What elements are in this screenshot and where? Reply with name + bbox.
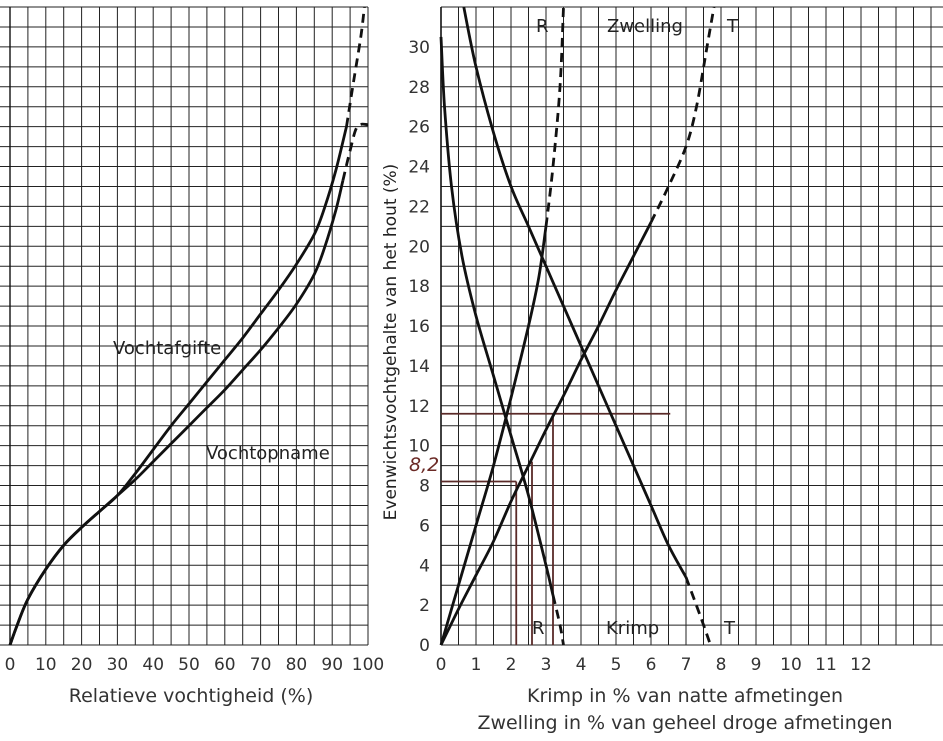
annotation-8-2: 8,2 <box>409 454 439 476</box>
right-x-tick-label: 5 <box>611 655 622 675</box>
right-series-krimp-t-solid <box>462 6 688 578</box>
right-series-krimp-r-solid <box>439 36 555 596</box>
right-y-tick-label: 22 <box>408 197 430 217</box>
right-y-tick-label: 24 <box>408 158 430 178</box>
right-series-zwelling-t-solid <box>439 221 653 646</box>
right-x-tick-label: 3 <box>541 655 552 675</box>
left-series-vochtopname-solid <box>8 180 345 646</box>
right-x-tick-label: 10 <box>780 655 802 675</box>
label-t-bottom: T <box>723 618 736 639</box>
left-series-vochtafgifte-dashed <box>345 6 366 127</box>
right-x-axis-title-2: Zwelling in % van geheel droge afmetinge… <box>477 712 892 734</box>
right-y-tick-label: 10 <box>408 437 430 457</box>
left-x-tick-label: 90 <box>321 655 343 675</box>
right-x-axis-title: Krimp in % van natte afmetingen <box>527 685 843 707</box>
left-curves <box>8 6 369 646</box>
right-x-tick-label: 12 <box>850 655 872 675</box>
left-grid <box>0 6 369 646</box>
right-y-tick-label: 28 <box>408 78 430 98</box>
right-x-tick-label: 4 <box>576 655 587 675</box>
right-y-tick-label: 2 <box>419 596 430 616</box>
right-y-axis-title: Evenwichtsvochtgehalte van het hout (%) <box>381 164 401 521</box>
left-series-vochtopname-dashed <box>341 122 369 181</box>
right-y-tick-label: 8 <box>419 477 430 497</box>
reading-guides <box>441 412 671 645</box>
right-series-zwelling-t-dashed <box>649 6 716 223</box>
right-x-tick-label: 11 <box>815 655 837 675</box>
right-x-tick-label: 2 <box>506 655 517 675</box>
right-x-tick-label: 7 <box>681 655 692 675</box>
right-x-tick-label: 8 <box>716 655 727 675</box>
label-vochtopname: Vochtopname <box>206 443 330 464</box>
right-x-tick-label: 1 <box>471 655 482 675</box>
right-x-tick-label: 9 <box>751 655 762 675</box>
right-y-tick-label: 6 <box>419 516 430 536</box>
left-x-ticks: 0 10 20 30 40 50 60 70 80 90 100 <box>5 655 385 675</box>
right-y-tick-label: 30 <box>408 38 430 58</box>
left-x-tick-label: 80 <box>286 655 308 675</box>
right-curves <box>439 6 716 646</box>
left-x-tick-label: 40 <box>142 655 164 675</box>
left-x-tick-label: 10 <box>35 655 57 675</box>
left-x-axis-title: Relatieve vochtigheid (%) <box>69 685 314 707</box>
right-x-tick-label: 0 <box>436 655 447 675</box>
label-r-bottom: R <box>532 618 545 639</box>
right-y-tick-label: 4 <box>419 556 430 576</box>
label-t-top: T <box>726 16 739 37</box>
label-vochtafgifte: Vochtafgifte <box>113 338 221 359</box>
right-x-ticks: 0 1 2 3 4 5 6 7 8 9 10 11 12 <box>436 655 872 675</box>
right-y-tick-label: 16 <box>408 317 430 337</box>
right-y-tick-label: 0 <box>419 636 430 656</box>
right-x-tick-label: 6 <box>646 655 657 675</box>
right-series-zwelling-r-dashed <box>544 6 565 227</box>
left-x-tick-label: 0 <box>5 655 16 675</box>
right-y-tick-label: 18 <box>408 277 430 297</box>
right-y-tick-label: 20 <box>408 237 430 257</box>
left-x-tick-label: 20 <box>71 655 93 675</box>
right-grid <box>440 6 943 646</box>
label-zwelling: Zwelling <box>607 16 683 37</box>
right-series-krimp-t-dashed <box>684 576 712 646</box>
right-y-tick-label: 12 <box>408 397 430 417</box>
left-x-tick-label: 50 <box>178 655 200 675</box>
left-x-tick-label: 100 <box>352 655 384 675</box>
label-r-top: R <box>536 16 549 37</box>
right-series-zwelling-r-solid <box>439 226 548 646</box>
left-x-tick-label: 70 <box>250 655 272 675</box>
right-y-tick-label: 14 <box>408 357 430 377</box>
label-krimp: Krimp <box>606 618 659 639</box>
left-x-tick-label: 30 <box>107 655 129 675</box>
left-x-tick-label: 60 <box>214 655 236 675</box>
right-series-krimp-r-dashed <box>551 594 565 646</box>
right-y-tick-label: 26 <box>408 118 430 138</box>
